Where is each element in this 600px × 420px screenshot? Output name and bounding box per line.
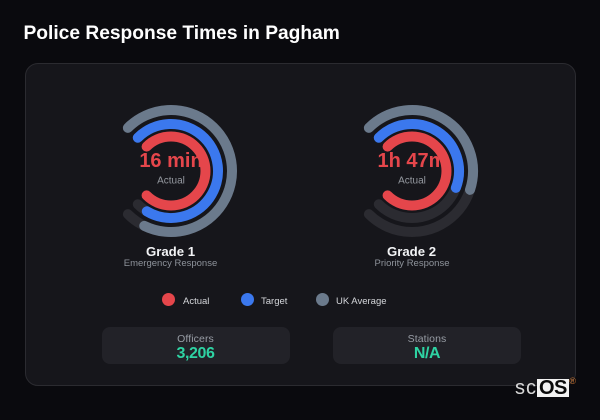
- svg-text:1h 47m: 1h 47m: [377, 150, 446, 172]
- svg-text:Actual: Actual: [398, 175, 426, 186]
- svg-text:16 min: 16 min: [139, 150, 202, 172]
- svg-text:Actual: Actual: [157, 175, 185, 186]
